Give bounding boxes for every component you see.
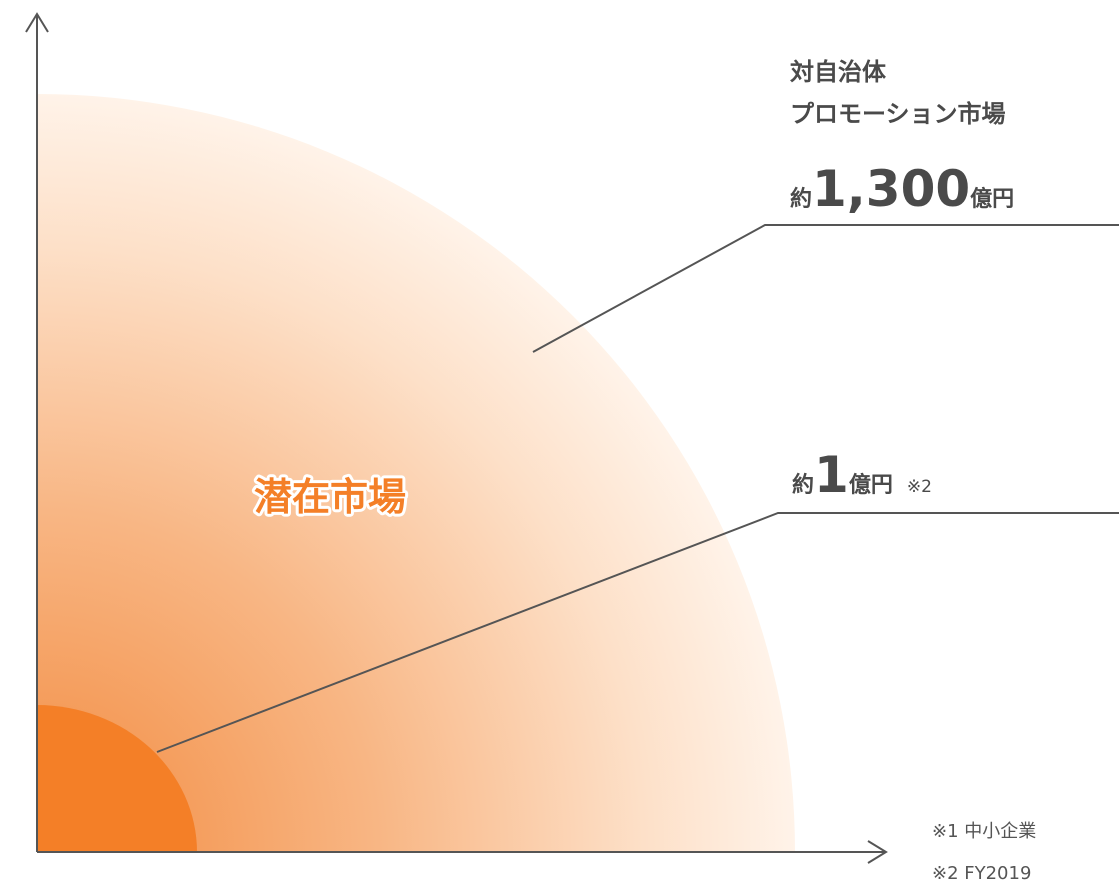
leader-line xyxy=(156,512,1119,753)
market-title: 対自治体 xyxy=(790,58,887,86)
prefix: 約 xyxy=(792,472,814,498)
unit: 億円 xyxy=(849,472,893,498)
potential-market-area xyxy=(37,94,795,852)
unit: 億円 xyxy=(970,186,1014,212)
current-market-area xyxy=(37,705,197,852)
amount: 1,300 xyxy=(812,160,970,218)
market-size: 約1,300億円 xyxy=(790,160,1014,218)
prefix: 約 xyxy=(790,186,812,212)
leader-line xyxy=(532,224,1119,353)
center-label: 潜在市場 xyxy=(254,475,406,519)
footnote: ※1 中小企業 xyxy=(932,821,1036,842)
market-title: プロモーション市場 xyxy=(790,100,1006,128)
market-size: 約1億円 ※2 xyxy=(792,446,932,504)
note: ※2 xyxy=(907,477,932,497)
axes xyxy=(25,12,888,864)
amount: 1 xyxy=(814,446,849,504)
footnote: ※2 FY2019 xyxy=(932,863,1031,884)
